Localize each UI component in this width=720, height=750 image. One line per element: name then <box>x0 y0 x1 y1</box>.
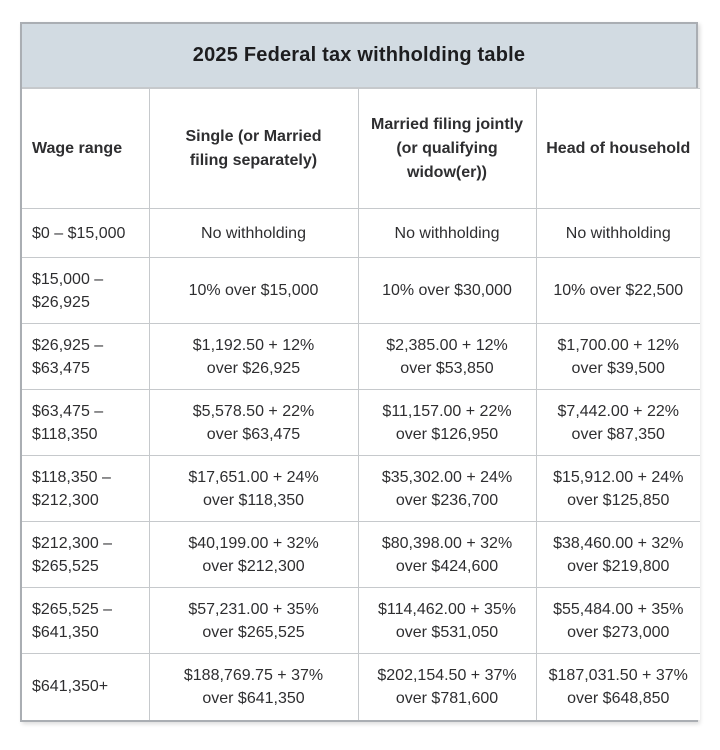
married-jointly-cell: No withholding <box>357 208 537 258</box>
head-of-household-cell: $55,484.00 + 35% over $273,000 <box>535 587 700 654</box>
table-title: 2025 Federal tax withholding table <box>192 44 526 66</box>
single-cell: $188,769.75 + 37% over $641,350 <box>148 653 359 720</box>
tax-table-container: 2025 Federal tax withholding table Wage … <box>20 22 700 722</box>
wage-range-cell: $15,000 – $26,925 <box>22 257 150 324</box>
wage-range-cell: $212,300 – $265,525 <box>22 521 150 588</box>
head-of-household-cell: $15,912.00 + 24% over $125,850 <box>535 455 700 522</box>
wage-range-cell: $118,350 – $212,300 <box>22 455 150 522</box>
single-cell: $17,651.00 + 24% over $118,350 <box>148 455 359 522</box>
wage-range-cell: $265,525 – $641,350 <box>22 587 150 654</box>
table-row: $265,525 – $641,350 $57,231.00 + 35% ove… <box>22 587 700 654</box>
table-title-band: 2025 Federal tax withholding table <box>22 24 696 88</box>
head-of-household-cell: $38,460.00 + 32% over $219,800 <box>535 521 700 588</box>
married-jointly-cell: $114,462.00 + 35% over $531,050 <box>357 587 537 654</box>
head-of-household-cell: 10% over $22,500 <box>535 257 700 324</box>
married-jointly-cell: $202,154.50 + 37% over $781,600 <box>357 653 537 720</box>
wage-range-cell: $26,925 – $63,475 <box>22 323 150 390</box>
wage-range-cell: $0 – $15,000 <box>22 208 150 258</box>
wage-range-cell: $641,350+ <box>22 653 150 720</box>
head-of-household-cell: $7,442.00 + 22% over $87,350 <box>535 389 700 456</box>
table-row: $118,350 – $212,300 $17,651.00 + 24% ove… <box>22 455 700 522</box>
header-head-of-household: Head of household <box>535 88 700 209</box>
wage-range-cell: $63,475 – $118,350 <box>22 389 150 456</box>
single-cell: $40,199.00 + 32% over $212,300 <box>148 521 359 588</box>
married-jointly-cell: $80,398.00 + 32% over $424,600 <box>357 521 537 588</box>
header-single-filers: Single (or Married filing separately) <box>148 88 359 209</box>
single-cell: 10% over $15,000 <box>148 257 359 324</box>
table-row: $26,925 – $63,475 $1,192.50 + 12% over $… <box>22 323 700 390</box>
table-row: $212,300 – $265,525 $40,199.00 + 32% ove… <box>22 521 700 588</box>
married-jointly-cell: 10% over $30,000 <box>357 257 537 324</box>
married-jointly-cell: $2,385.00 + 12% over $53,850 <box>357 323 537 390</box>
table-row: $63,475 – $118,350 $5,578.50 + 22% over … <box>22 389 700 456</box>
table-row: $15,000 – $26,925 10% over $15,000 10% o… <box>22 257 700 324</box>
single-cell: $57,231.00 + 35% over $265,525 <box>148 587 359 654</box>
withholding-table: Wage range Single (or Married filing sep… <box>22 88 700 720</box>
single-cell: $5,578.50 + 22% over $63,475 <box>148 389 359 456</box>
header-wage-range: Wage range <box>22 88 150 209</box>
header-married-jointly: Married filing jointly (or qualifying wi… <box>357 88 537 209</box>
header-row: Wage range Single (or Married filing sep… <box>22 88 700 209</box>
head-of-household-cell: $1,700.00 + 12% over $39,500 <box>535 323 700 390</box>
head-of-household-cell: $187,031.50 + 37% over $648,850 <box>535 653 700 720</box>
single-cell: No withholding <box>148 208 359 258</box>
table-row: $0 – $15,000 No withholding No withholdi… <box>22 208 700 258</box>
table-row: $641,350+ $188,769.75 + 37% over $641,35… <box>22 653 700 720</box>
married-jointly-cell: $11,157.00 + 22% over $126,950 <box>357 389 537 456</box>
single-cell: $1,192.50 + 12% over $26,925 <box>148 323 359 390</box>
head-of-household-cell: No withholding <box>535 208 700 258</box>
married-jointly-cell: $35,302.00 + 24% over $236,700 <box>357 455 537 522</box>
